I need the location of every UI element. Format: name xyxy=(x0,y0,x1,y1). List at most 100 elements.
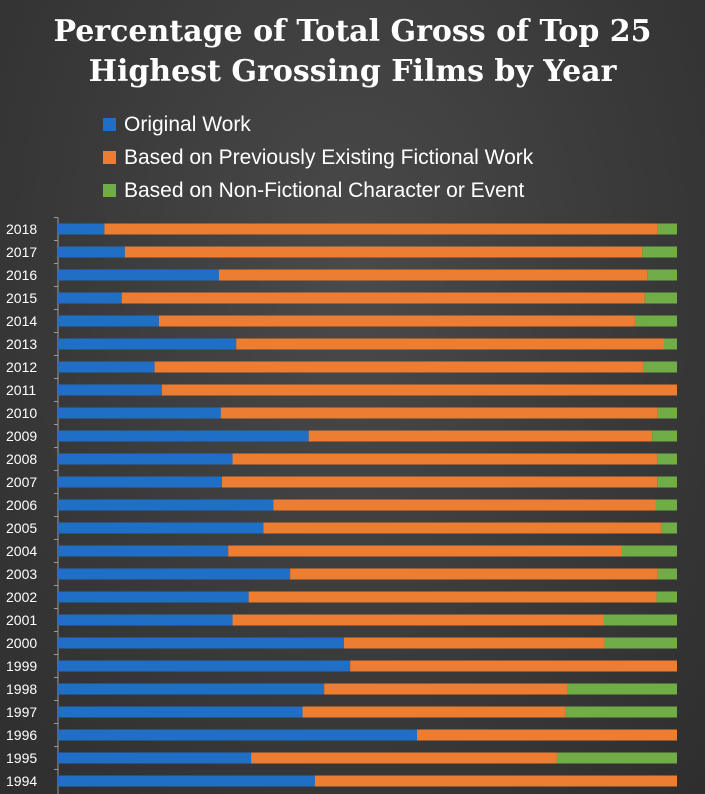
bar-segment-nonfictional xyxy=(564,706,677,718)
y-tick-label: 2007 xyxy=(6,474,37,490)
bar-segment-nonfictional xyxy=(657,568,677,580)
bar-segment-nonfictional xyxy=(647,269,677,281)
bar-segment-fictional xyxy=(220,407,658,419)
bar-segment-nonfictional xyxy=(621,545,677,557)
bar-segment-fictional xyxy=(290,568,658,580)
chart-title-text: Percentage of Total Gross of Top 25 Highe… xyxy=(53,14,651,89)
y-tick-label: 2012 xyxy=(6,359,37,375)
bar-segment-fictional xyxy=(314,775,677,787)
bar-segment-fictional xyxy=(161,384,677,396)
y-tick-label: 1999 xyxy=(6,658,37,674)
bar-segment-fictional xyxy=(350,660,677,672)
bar-segment-fictional xyxy=(236,338,665,350)
bar-segment-fictional xyxy=(251,752,557,764)
y-tick-label: 2009 xyxy=(6,428,37,444)
bar-segment-fictional xyxy=(124,246,643,258)
bar-segment-original xyxy=(58,522,264,534)
bar-segment-original xyxy=(58,614,233,626)
bar-segment-fictional xyxy=(121,292,645,304)
bar-segment-nonfictional xyxy=(660,522,677,534)
bar-segment-original xyxy=(58,476,223,488)
legend-swatch-nonfictional xyxy=(103,184,116,197)
y-tick-label: 2013 xyxy=(6,336,37,352)
bar-segment-original xyxy=(58,775,315,787)
bar-segment-original xyxy=(58,361,155,373)
bar-segment-fictional xyxy=(273,499,656,511)
bar-segment-fictional xyxy=(232,614,604,626)
bar-segment-nonfictional xyxy=(642,361,677,373)
y-tick-label: 2014 xyxy=(6,313,37,329)
bar-segment-original xyxy=(58,292,122,304)
y-tick-label: 2001 xyxy=(6,612,37,628)
bar-segment-nonfictional xyxy=(657,453,677,465)
bar-segment-fictional xyxy=(232,453,658,465)
legend-item-fictional: Based on Previously Existing Fictional W… xyxy=(103,141,533,174)
y-tick-label: 2008 xyxy=(6,451,37,467)
y-tick-label: 2016 xyxy=(6,267,37,283)
bar-segment-fictional xyxy=(228,545,622,557)
bar-segment-nonfictional xyxy=(657,223,677,235)
y-tick-label: 2005 xyxy=(6,520,37,536)
bar-segment-fictional xyxy=(302,706,565,718)
y-tick-label: 2004 xyxy=(6,543,37,559)
bar-segment-nonfictional xyxy=(567,683,677,695)
bar-segment-nonfictional xyxy=(652,430,677,442)
y-tick-label: 2000 xyxy=(6,635,37,651)
bar-segment-nonfictional xyxy=(657,476,677,488)
bar-segment-original xyxy=(58,752,252,764)
bar-segment-original xyxy=(58,499,274,511)
legend-swatch-fictional xyxy=(103,151,116,164)
bar-segment-original xyxy=(58,315,159,327)
bar-segment-nonfictional xyxy=(644,292,677,304)
legend-item-nonfictional: Based on Non-Fictional Character or Even… xyxy=(103,174,533,207)
legend-label-original: Original Work xyxy=(124,112,251,136)
bar-segment-fictional xyxy=(324,683,568,695)
y-tick-label: 2002 xyxy=(6,589,37,605)
bar-segment-original xyxy=(58,591,249,603)
legend-label-nonfictional: Based on Non-Fictional Character or Even… xyxy=(124,178,525,202)
bar-segment-fictional xyxy=(343,637,605,649)
bar-segment-nonfictional xyxy=(603,614,677,626)
y-tick-label: 1998 xyxy=(6,681,37,697)
legend: Original Work Based on Previously Existi… xyxy=(103,108,533,207)
bar-segment-nonfictional xyxy=(664,338,677,350)
bar-segment-original xyxy=(58,545,229,557)
bar-segment-nonfictional xyxy=(657,407,677,419)
chart-title-line-1: Percentage of Total Gross of Top 25 xyxy=(53,14,652,49)
chart-title-line-2: Highest Grossing Films by Year xyxy=(88,54,617,89)
bar-segment-fictional xyxy=(158,315,635,327)
y-tick-label: 1997 xyxy=(6,704,37,720)
bar-segment-fictional xyxy=(218,269,648,281)
bar-segment-original xyxy=(58,338,237,350)
bar-segment-fictional xyxy=(417,729,677,741)
y-tick-label: 2017 xyxy=(6,244,37,260)
bar-segment-original xyxy=(58,706,303,718)
y-tick-label: 2010 xyxy=(6,405,37,421)
bar-segment-fictional xyxy=(308,430,653,442)
chart-title: Percentage of Total Gross of Top 25 Highe… xyxy=(0,12,705,92)
bar-segment-nonfictional xyxy=(556,752,677,764)
bar-segment-original xyxy=(58,384,162,396)
bar-segment-original xyxy=(58,407,221,419)
bar-segment-original xyxy=(58,683,325,695)
bar-segment-original xyxy=(58,729,418,741)
bar-segment-original xyxy=(58,223,105,235)
y-tick-label: 2011 xyxy=(6,382,36,398)
bar-segment-fictional xyxy=(248,591,657,603)
y-tick-label: 2015 xyxy=(6,290,37,306)
legend-label-fictional: Based on Previously Existing Fictional W… xyxy=(124,145,534,169)
bar-segment-nonfictional xyxy=(634,315,677,327)
y-tick-label: 2003 xyxy=(6,566,37,582)
bar-segment-original xyxy=(58,269,219,281)
legend-item-original: Original Work xyxy=(103,108,533,141)
y-tick-label: 1994 xyxy=(6,773,37,789)
y-tick-label: 2018 xyxy=(6,221,37,237)
y-tick-label: 1996 xyxy=(6,727,37,743)
bar-segment-fictional xyxy=(104,223,658,235)
bar-segment-original xyxy=(58,430,309,442)
bar-segment-nonfictional xyxy=(604,637,677,649)
y-tick-label: 2006 xyxy=(6,497,37,513)
legend-swatch-original xyxy=(103,118,116,131)
bar-segment-nonfictional xyxy=(656,591,677,603)
